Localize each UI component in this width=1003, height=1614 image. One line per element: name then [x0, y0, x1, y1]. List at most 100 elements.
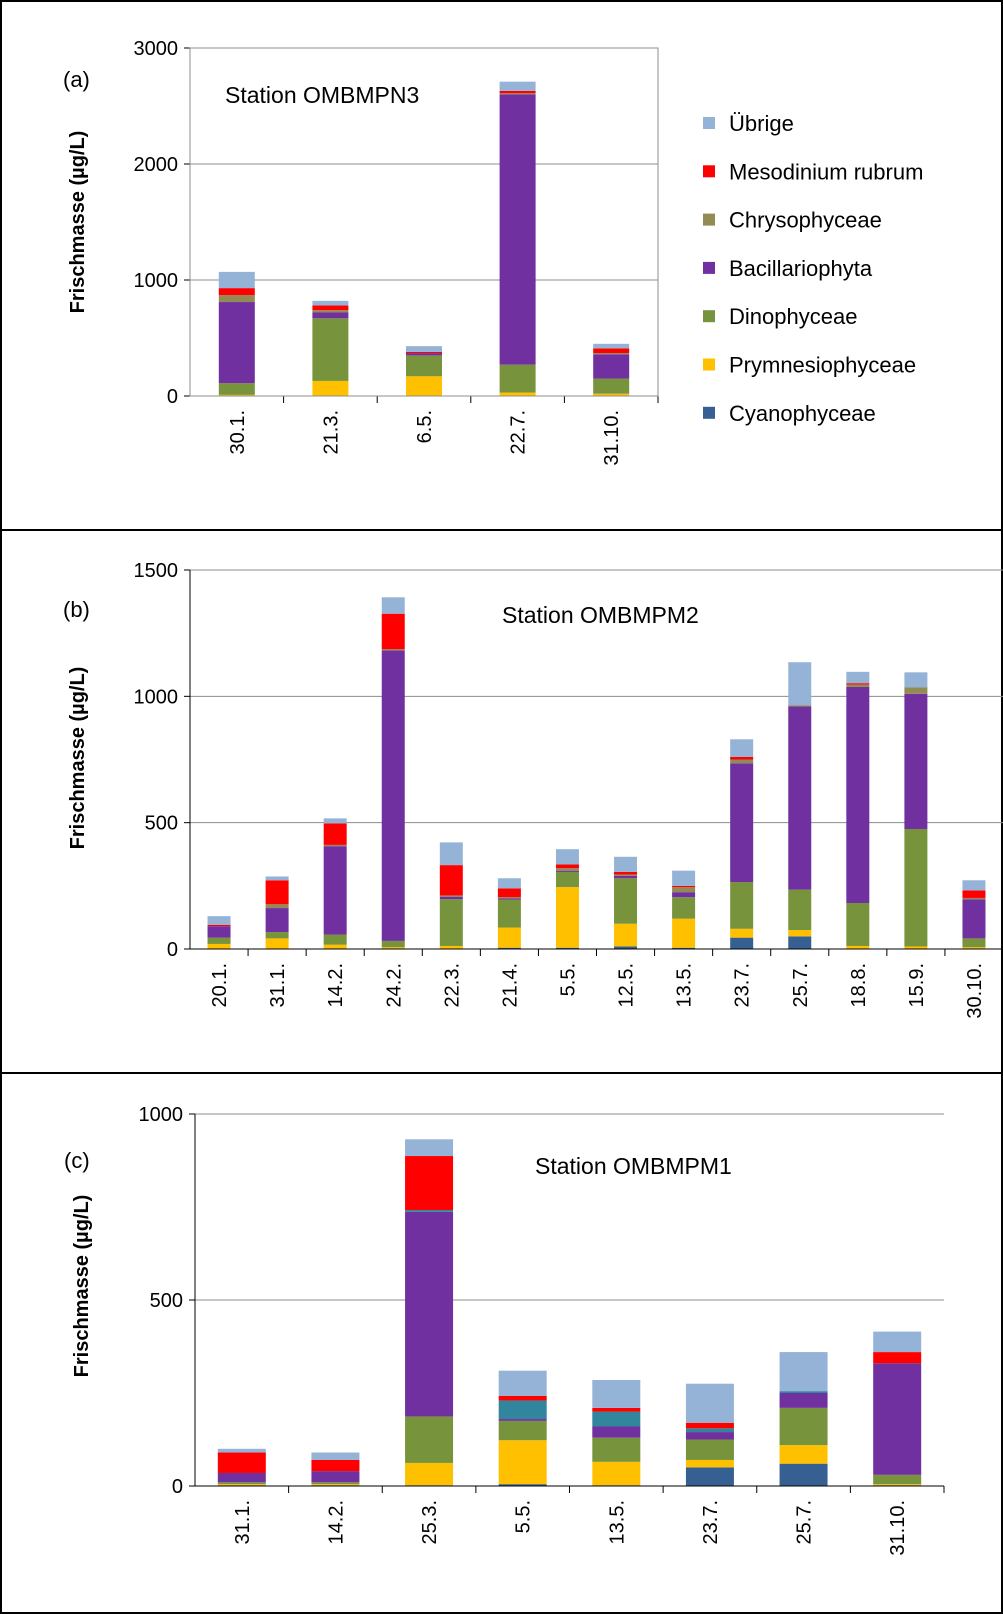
bar-segment-prymnesiophyceae — [497, 927, 521, 948]
bar-segment--brige — [405, 1139, 454, 1157]
bar-segment-dinophyceae — [779, 1407, 828, 1446]
station-title-a: Station OMBMPN3 — [225, 82, 419, 108]
bar-segment--brige — [381, 597, 405, 614]
bar-segment--brige — [323, 818, 347, 824]
legend-label: Übrige — [729, 111, 794, 136]
bar-segment-dinophyceae — [614, 878, 638, 924]
bar-segment-bacillariophyta — [406, 353, 442, 356]
x-tick-label: 30.10. — [964, 963, 986, 1019]
bar-segment-unlabeled — [405, 1209, 454, 1212]
x-ticks: 30.1. 21.3. 6.5. 22.7. 31.10. — [227, 396, 659, 466]
bars — [207, 597, 986, 949]
bar-segment-mesodinium-rubrum — [218, 288, 255, 296]
y-tick-label: 0 — [167, 386, 178, 408]
bar-segment-prymnesiophyceae — [592, 1461, 641, 1486]
bar-segment-prymnesiophyceae — [217, 1484, 266, 1486]
bar-segment-mesodinium-rubrum — [498, 1395, 547, 1401]
bar-segment-mesodinium-rubrum — [873, 1352, 922, 1364]
bar-segment-dinophyceae — [873, 1474, 922, 1485]
y-tick-label: 1000 — [139, 1104, 184, 1126]
bar-segment-dinophyceae — [962, 938, 986, 948]
x-tick-label: 13.5. — [606, 1500, 628, 1544]
bar-segment-mesodinium-rubrum — [439, 865, 463, 896]
bar-segment-prymnesiophyceae — [904, 946, 928, 949]
bar-segment-bacillariophyta — [904, 693, 928, 829]
bar-segment-bacillariophyta — [207, 926, 231, 938]
bar-segment-mesodinium-rubrum — [593, 348, 630, 354]
y-tick-label: 0 — [167, 939, 178, 961]
bar-segment-dinophyceae — [904, 828, 928, 947]
axes — [189, 570, 1003, 950]
bar-segment-prymnesiophyceae — [312, 380, 349, 396]
bar-segment--brige — [265, 876, 289, 881]
x-tick-label: 23.7. — [700, 1500, 722, 1544]
bar-segment-prymnesiophyceae — [499, 392, 536, 396]
bar-segment-bacillariophyta — [730, 763, 754, 883]
bars — [217, 1139, 922, 1486]
bar-segment-bacillariophyta — [593, 354, 630, 379]
bar-segment-mesodinium-rubrum — [312, 305, 349, 311]
bar-segment-bacillariophyta — [311, 1471, 360, 1483]
y-tick-label: 2000 — [134, 154, 179, 176]
bar-segment-dinophyceae — [499, 364, 536, 393]
bar-segment-bacillariophyta — [498, 1419, 547, 1421]
bar-segment-dinophyceae — [218, 383, 255, 395]
x-ticks: 20.1. 31.1. 14.2. 24.2. 22.3. 21.4. 5.5. 12.5. 1… — [209, 949, 1003, 1019]
legend-label: Chrysophyceae — [729, 208, 882, 233]
bar-segment-cyanophyceae — [555, 947, 579, 949]
bar-segment-dinophyceae — [265, 932, 289, 939]
bar-segment-unlabeled — [498, 1400, 547, 1420]
bar-segment-prymnesiophyceae — [311, 1484, 360, 1486]
bar-segment-chrysophyceae — [846, 684, 870, 687]
x-tick-label: 31.1. — [267, 963, 289, 1007]
bar-segment--brige — [672, 870, 696, 886]
x-tick-label: 23.7. — [732, 963, 754, 1007]
bar-segment-chrysophyceae — [323, 844, 347, 847]
bar-segment-chrysophyceae — [381, 649, 405, 651]
bar-segment-chrysophyceae — [497, 897, 521, 899]
legend: Übrige Mesodinium rubrum Chrysophyceae Baci… — [703, 111, 923, 426]
bar-segment-mesodinium-rubrum — [499, 90, 536, 94]
x-tick-label: 14.2. — [325, 963, 347, 1007]
bar-segment-mesodinium-rubrum — [207, 924, 231, 927]
bar-segment-bacillariophyta — [312, 312, 349, 319]
bar-segment--brige — [311, 1452, 360, 1460]
legend-swatch — [703, 117, 715, 129]
x-tick-label: 30.1. — [227, 410, 249, 454]
bar-segment-dinophyceae — [207, 937, 231, 944]
bar-segment-mesodinium-rubrum — [217, 1452, 266, 1473]
bar-segment-chrysophyceae — [312, 310, 349, 313]
bar-segment--brige — [846, 671, 870, 684]
y-axis-label-b: Frischmasse (µg/L) — [67, 667, 89, 850]
x-tick-label: 21.4. — [499, 963, 521, 1007]
bar-segment-mesodinium-rubrum — [555, 864, 579, 869]
bar-segment-chrysophyceae — [962, 897, 986, 900]
legend-swatch — [703, 165, 715, 178]
bar-segment-prymnesiophyceae — [788, 930, 812, 937]
axes — [194, 1114, 944, 1487]
bar-segment-cyanophyceae — [497, 947, 521, 949]
y-tick-label: 1500 — [134, 560, 179, 582]
bar-segment-chrysophyceae — [788, 705, 812, 707]
x-tick-label: 24.2. — [383, 963, 405, 1007]
x-tick-label: 15.9. — [906, 963, 928, 1007]
bar-segment-dinophyceae — [592, 1437, 641, 1462]
bar-segment-mesodinium-rubrum — [323, 823, 347, 845]
y-tick-label: 1000 — [134, 270, 179, 292]
bar-segment--brige — [312, 300, 349, 306]
bar-segment-mesodinium-rubrum — [846, 683, 870, 685]
bar-segment-chrysophyceae — [614, 874, 638, 876]
legend-label: Dinophyceae — [729, 304, 857, 329]
station-title-b: Station OMBMPM2 — [502, 602, 699, 628]
bar-segment--brige — [873, 1331, 922, 1353]
panel-c: (c) Station OMBMPM1 Frischmasse (µg/L) 0… — [64, 1104, 945, 1556]
bar-segment-bacillariophyta — [614, 875, 638, 879]
bar-segment-cyanophyceae — [498, 1484, 547, 1486]
x-tick-label: 22.3. — [441, 963, 463, 1007]
bar-segment-prymnesiophyceae — [406, 376, 442, 396]
bar-segment-mesodinium-rubrum — [406, 351, 442, 354]
bar-segment--brige — [962, 880, 986, 891]
bar-segment-chrysophyceae — [555, 868, 579, 871]
bar-segment--brige — [593, 343, 630, 349]
bar-segment-bacillariophyta — [873, 1363, 922, 1475]
